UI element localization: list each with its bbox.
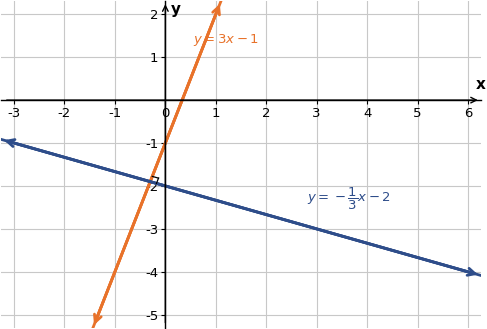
- Text: $y = -\dfrac{1}{3}x - 2$: $y = -\dfrac{1}{3}x - 2$: [307, 186, 391, 212]
- Text: x: x: [476, 77, 486, 92]
- Text: $y = 3x - 1$: $y = 3x - 1$: [193, 32, 259, 48]
- Text: y: y: [170, 2, 180, 17]
